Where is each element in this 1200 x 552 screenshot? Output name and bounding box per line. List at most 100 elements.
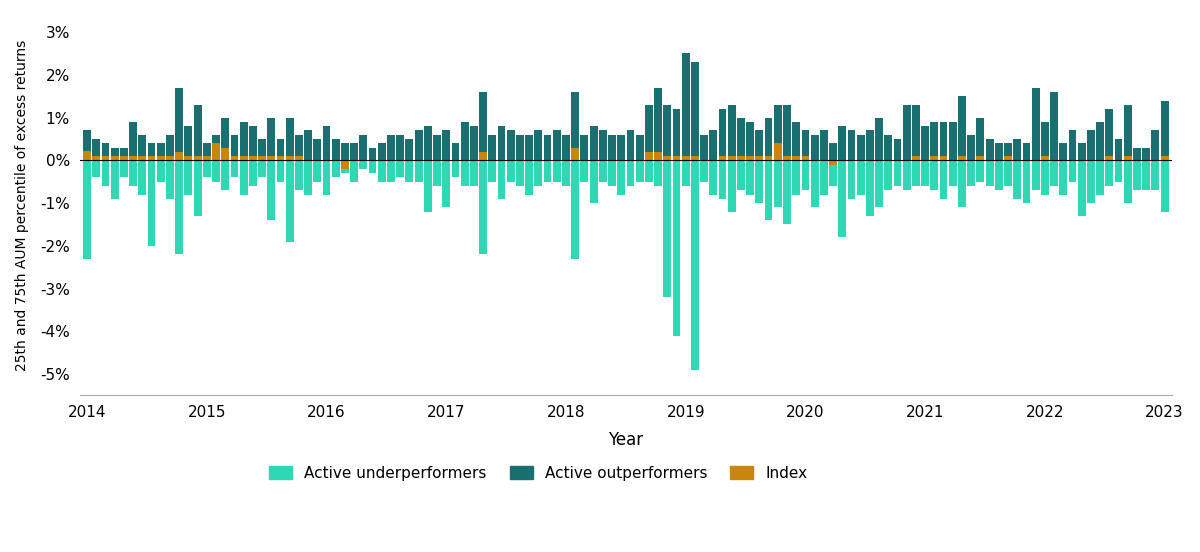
Bar: [506, 130, 515, 160]
Bar: [1013, 139, 1021, 160]
Bar: [1004, 160, 1012, 186]
Bar: [1060, 160, 1067, 194]
Bar: [388, 160, 395, 182]
Bar: [847, 160, 856, 199]
Bar: [737, 160, 745, 190]
Bar: [120, 156, 128, 160]
Bar: [1097, 122, 1104, 160]
Bar: [388, 135, 395, 160]
Bar: [894, 160, 901, 186]
Bar: [571, 147, 580, 160]
Bar: [995, 144, 1003, 160]
Bar: [1032, 160, 1039, 190]
Bar: [977, 160, 984, 182]
Bar: [562, 135, 570, 160]
Bar: [193, 156, 202, 160]
Bar: [682, 54, 690, 160]
Bar: [894, 139, 901, 160]
Bar: [396, 135, 404, 160]
Bar: [691, 160, 698, 370]
Bar: [664, 105, 671, 160]
Bar: [940, 156, 948, 160]
Bar: [654, 160, 662, 186]
Bar: [672, 160, 680, 336]
Bar: [581, 135, 588, 160]
Bar: [626, 160, 635, 186]
Bar: [406, 139, 413, 160]
Bar: [1142, 160, 1150, 190]
Bar: [581, 160, 588, 182]
Bar: [1105, 156, 1114, 160]
Bar: [534, 160, 542, 186]
Bar: [230, 160, 239, 177]
Bar: [185, 160, 192, 194]
Bar: [958, 160, 966, 208]
Bar: [304, 130, 312, 160]
Bar: [930, 156, 938, 160]
Bar: [526, 160, 533, 194]
Bar: [857, 160, 864, 194]
Bar: [424, 160, 432, 211]
Bar: [360, 135, 367, 160]
Bar: [866, 160, 874, 216]
Bar: [304, 160, 312, 194]
Bar: [1040, 156, 1049, 160]
Bar: [516, 135, 524, 160]
Bar: [268, 118, 275, 160]
Bar: [1124, 160, 1132, 203]
Bar: [617, 135, 625, 160]
Bar: [746, 160, 754, 194]
Bar: [709, 160, 718, 194]
Bar: [719, 156, 726, 160]
Bar: [672, 156, 680, 160]
Bar: [691, 156, 698, 160]
Bar: [138, 160, 146, 194]
Bar: [221, 118, 229, 160]
Bar: [175, 152, 184, 160]
Bar: [922, 160, 929, 186]
Bar: [884, 135, 893, 160]
Bar: [866, 130, 874, 160]
Bar: [589, 126, 598, 160]
Bar: [709, 130, 718, 160]
Bar: [728, 156, 736, 160]
Bar: [415, 160, 422, 182]
Bar: [553, 160, 560, 182]
Bar: [792, 156, 800, 160]
Bar: [130, 156, 137, 160]
Bar: [636, 160, 643, 182]
Bar: [102, 156, 109, 160]
Bar: [764, 118, 773, 160]
Bar: [193, 105, 202, 160]
Bar: [1050, 160, 1058, 186]
Bar: [644, 152, 653, 160]
Bar: [516, 160, 524, 186]
Bar: [313, 160, 322, 182]
Bar: [829, 160, 836, 164]
Bar: [286, 160, 294, 242]
Bar: [589, 160, 598, 203]
Bar: [138, 135, 146, 160]
Bar: [949, 122, 956, 160]
Bar: [286, 156, 294, 160]
Bar: [350, 144, 358, 160]
Bar: [175, 160, 184, 254]
Bar: [644, 105, 653, 160]
Bar: [839, 126, 846, 160]
Bar: [1124, 105, 1132, 160]
Bar: [756, 130, 763, 160]
Bar: [248, 126, 257, 160]
Bar: [764, 156, 773, 160]
Bar: [268, 160, 275, 220]
Bar: [902, 160, 911, 190]
Bar: [130, 160, 137, 186]
Bar: [157, 156, 164, 160]
Bar: [802, 156, 809, 160]
Bar: [792, 122, 800, 160]
Bar: [1004, 156, 1012, 160]
Bar: [433, 135, 440, 160]
Bar: [506, 160, 515, 182]
Bar: [295, 135, 302, 160]
Bar: [1133, 160, 1141, 190]
Bar: [930, 160, 938, 190]
